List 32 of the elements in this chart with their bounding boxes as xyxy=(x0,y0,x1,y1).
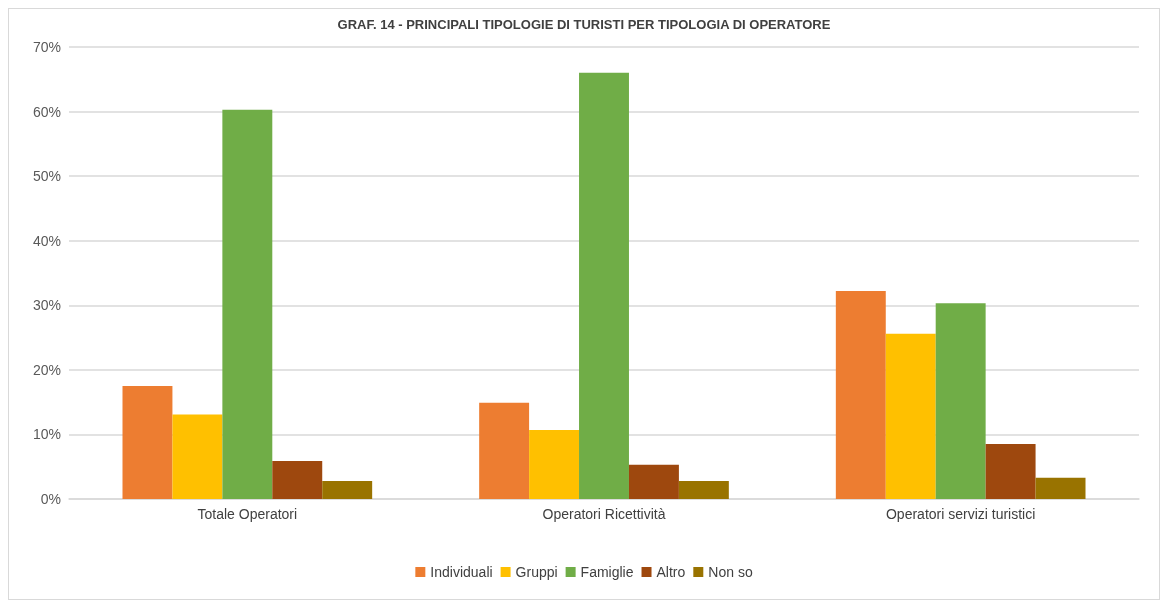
bar xyxy=(479,402,530,499)
y-tick-label: 10% xyxy=(32,426,61,443)
chart-title: GRAF. 14 - PRINCIPALI TIPOLOGIE DI TURISTI PER TIPOLOGIA DI OPERATORE xyxy=(337,17,831,32)
y-tick-label: 70% xyxy=(32,39,61,55)
y-tick-label: 0% xyxy=(40,491,61,507)
bar xyxy=(222,109,273,499)
legend-label: Famiglie xyxy=(580,564,634,580)
y-tick-label: 30% xyxy=(32,297,61,314)
y-tick-label: 20% xyxy=(32,361,61,378)
legend-label: Altro xyxy=(656,564,686,580)
bar xyxy=(1035,477,1086,499)
y-tick-label: 40% xyxy=(32,232,61,249)
legend-label: Individuali xyxy=(430,564,493,580)
bar xyxy=(529,429,580,499)
y-tick-label: 50% xyxy=(32,168,61,185)
bar xyxy=(985,444,1036,499)
legend-label: Gruppi xyxy=(515,564,558,580)
bar xyxy=(172,414,223,499)
bar xyxy=(628,464,679,499)
bar xyxy=(322,480,373,499)
bar xyxy=(122,386,173,499)
x-tick-label: Totale Operatori xyxy=(197,506,298,522)
bar xyxy=(885,333,936,499)
bar xyxy=(678,480,729,499)
y-tick-label: 60% xyxy=(32,103,61,120)
legend-label: Non so xyxy=(708,564,753,580)
x-tick-label: Operatori Ricettività xyxy=(542,506,666,522)
bar xyxy=(272,460,323,499)
x-tick-label: Operatori servizi turistici xyxy=(885,506,1036,522)
bar xyxy=(579,72,629,499)
bar xyxy=(935,303,986,499)
bar xyxy=(835,291,886,499)
